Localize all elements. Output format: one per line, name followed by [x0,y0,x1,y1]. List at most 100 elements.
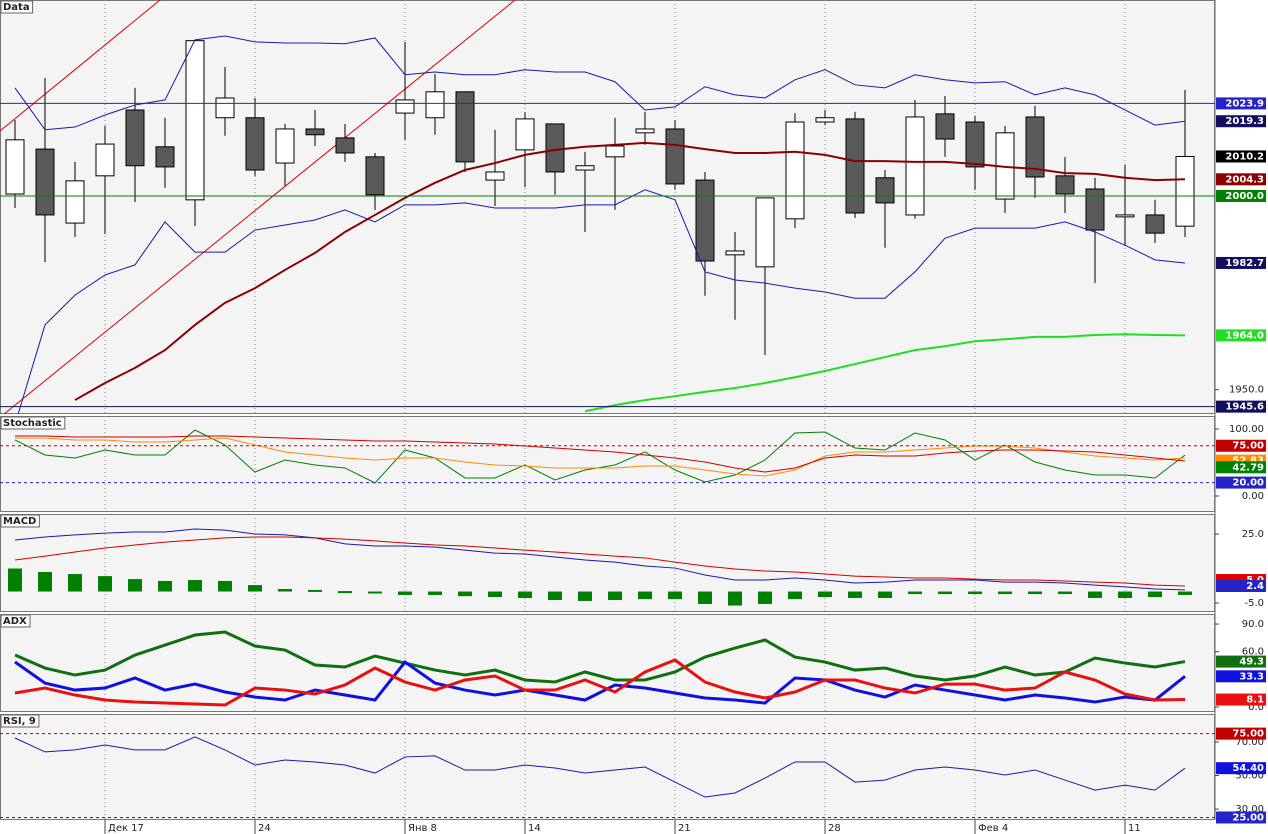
value-tag [1216,461,1266,474]
candle-body [545,123,565,173]
y-tick-label: -5.0 [1244,598,1264,609]
candle-body [1175,155,1195,227]
histogram-bar [1118,591,1132,598]
value-tag-label: 2004.3 [1225,174,1264,185]
value-tag [1216,329,1266,342]
panel-title: ADX [3,616,27,627]
candle-body [965,121,985,168]
histogram-bar [248,585,262,592]
candle-body [575,165,595,171]
candle-body [695,179,715,262]
candle-body [125,109,145,167]
candle-body [35,148,55,216]
histogram-bar [638,591,652,600]
histogram-bar [848,591,862,598]
series-line [14,736,1186,798]
value-tag-label: 54.40 [1232,763,1264,774]
plot-area [0,714,1215,820]
histogram-bar [1058,591,1072,595]
histogram-bar [128,579,142,592]
y-tick-label: 60.0 [1242,647,1264,658]
value-tag [1216,97,1266,110]
histogram-bar [608,591,622,601]
histogram-bar [218,580,232,592]
panel-background [0,714,1215,820]
plot-area [0,416,1215,512]
candle-body [305,128,325,136]
panel-title-box [0,0,34,14]
value-tag [1216,115,1266,128]
value-tag [1216,580,1266,593]
value-tag-label: 1982.7 [1225,258,1264,269]
y-tick-label: 50.00 [1235,771,1264,782]
candle-body [875,177,895,204]
panel-title: Stochastic [3,418,62,429]
y-tick-label: 0.0 [1248,702,1264,713]
histogram-bar [878,591,892,598]
histogram-bar [8,568,22,592]
panel-title: RSI, 9 [3,716,36,727]
candle-body [635,128,655,134]
histogram-bar [1148,591,1162,598]
value-tag [1216,150,1266,163]
x-tick-label: 24 [258,823,271,834]
series-line [14,536,1186,587]
histogram-bar [98,576,112,592]
candle-body [725,250,745,256]
panel-background [0,416,1215,512]
panel-background [0,514,1215,612]
series-line [584,333,1186,413]
value-tag [1216,256,1266,269]
value-tag-label: 49.3 [1239,657,1264,668]
histogram-bar [278,588,292,592]
value-tag-label: 75.00 [1232,729,1264,740]
panel-title-box [0,714,40,728]
series-line [14,35,1186,131]
histogram-bar [788,591,802,600]
y-tick-label: 25.0 [1242,529,1264,540]
histogram-bar [488,591,502,598]
candle-body [1115,214,1135,218]
candle-body [1025,116,1045,178]
histogram-bar [998,591,1012,595]
panel-title: MACD [3,516,36,527]
histogram-bar [818,591,832,598]
histogram-bar [398,591,412,595]
histogram-bar [38,571,52,592]
value-tag [1216,727,1266,740]
value-tag-label: 1964.0 [1225,330,1264,341]
value-tag [1216,476,1266,489]
panel-title-box [0,614,31,628]
plot-area [0,0,1215,414]
candle-body [605,145,625,158]
value-tag [1216,400,1266,413]
y-tick-label: 70.00 [1235,737,1264,748]
histogram-bar [158,580,172,592]
panel-title-box [0,514,40,528]
candle-body [755,197,775,268]
series-line [14,658,1186,707]
y-tick-label: 100.00 [1229,424,1264,435]
histogram-bar [968,591,982,595]
trend-line [3,0,516,414]
candle-body [65,180,85,224]
y-tick-label: 1950.0 [1229,385,1264,396]
histogram-bar [518,591,532,598]
x-tick-label: Фев 4 [978,823,1008,834]
value-tag-label: 20.00 [1232,478,1264,489]
candle-body [215,97,235,119]
candle-body [335,137,355,154]
histogram-bar [68,574,82,592]
x-tick-label: Янв 8 [408,823,437,834]
value-tag [1216,439,1266,452]
histogram-bar [938,591,952,595]
value-tag-label: 2019.3 [1225,116,1264,127]
x-tick-label: Дек 17 [108,823,144,834]
histogram-bar [308,589,322,592]
histogram-bar [1088,591,1102,598]
histogram-bar [668,591,682,600]
x-tick-label: 21 [678,823,691,834]
candle-body [395,99,415,114]
plot-area [8,514,1192,612]
candle-body [515,118,535,151]
